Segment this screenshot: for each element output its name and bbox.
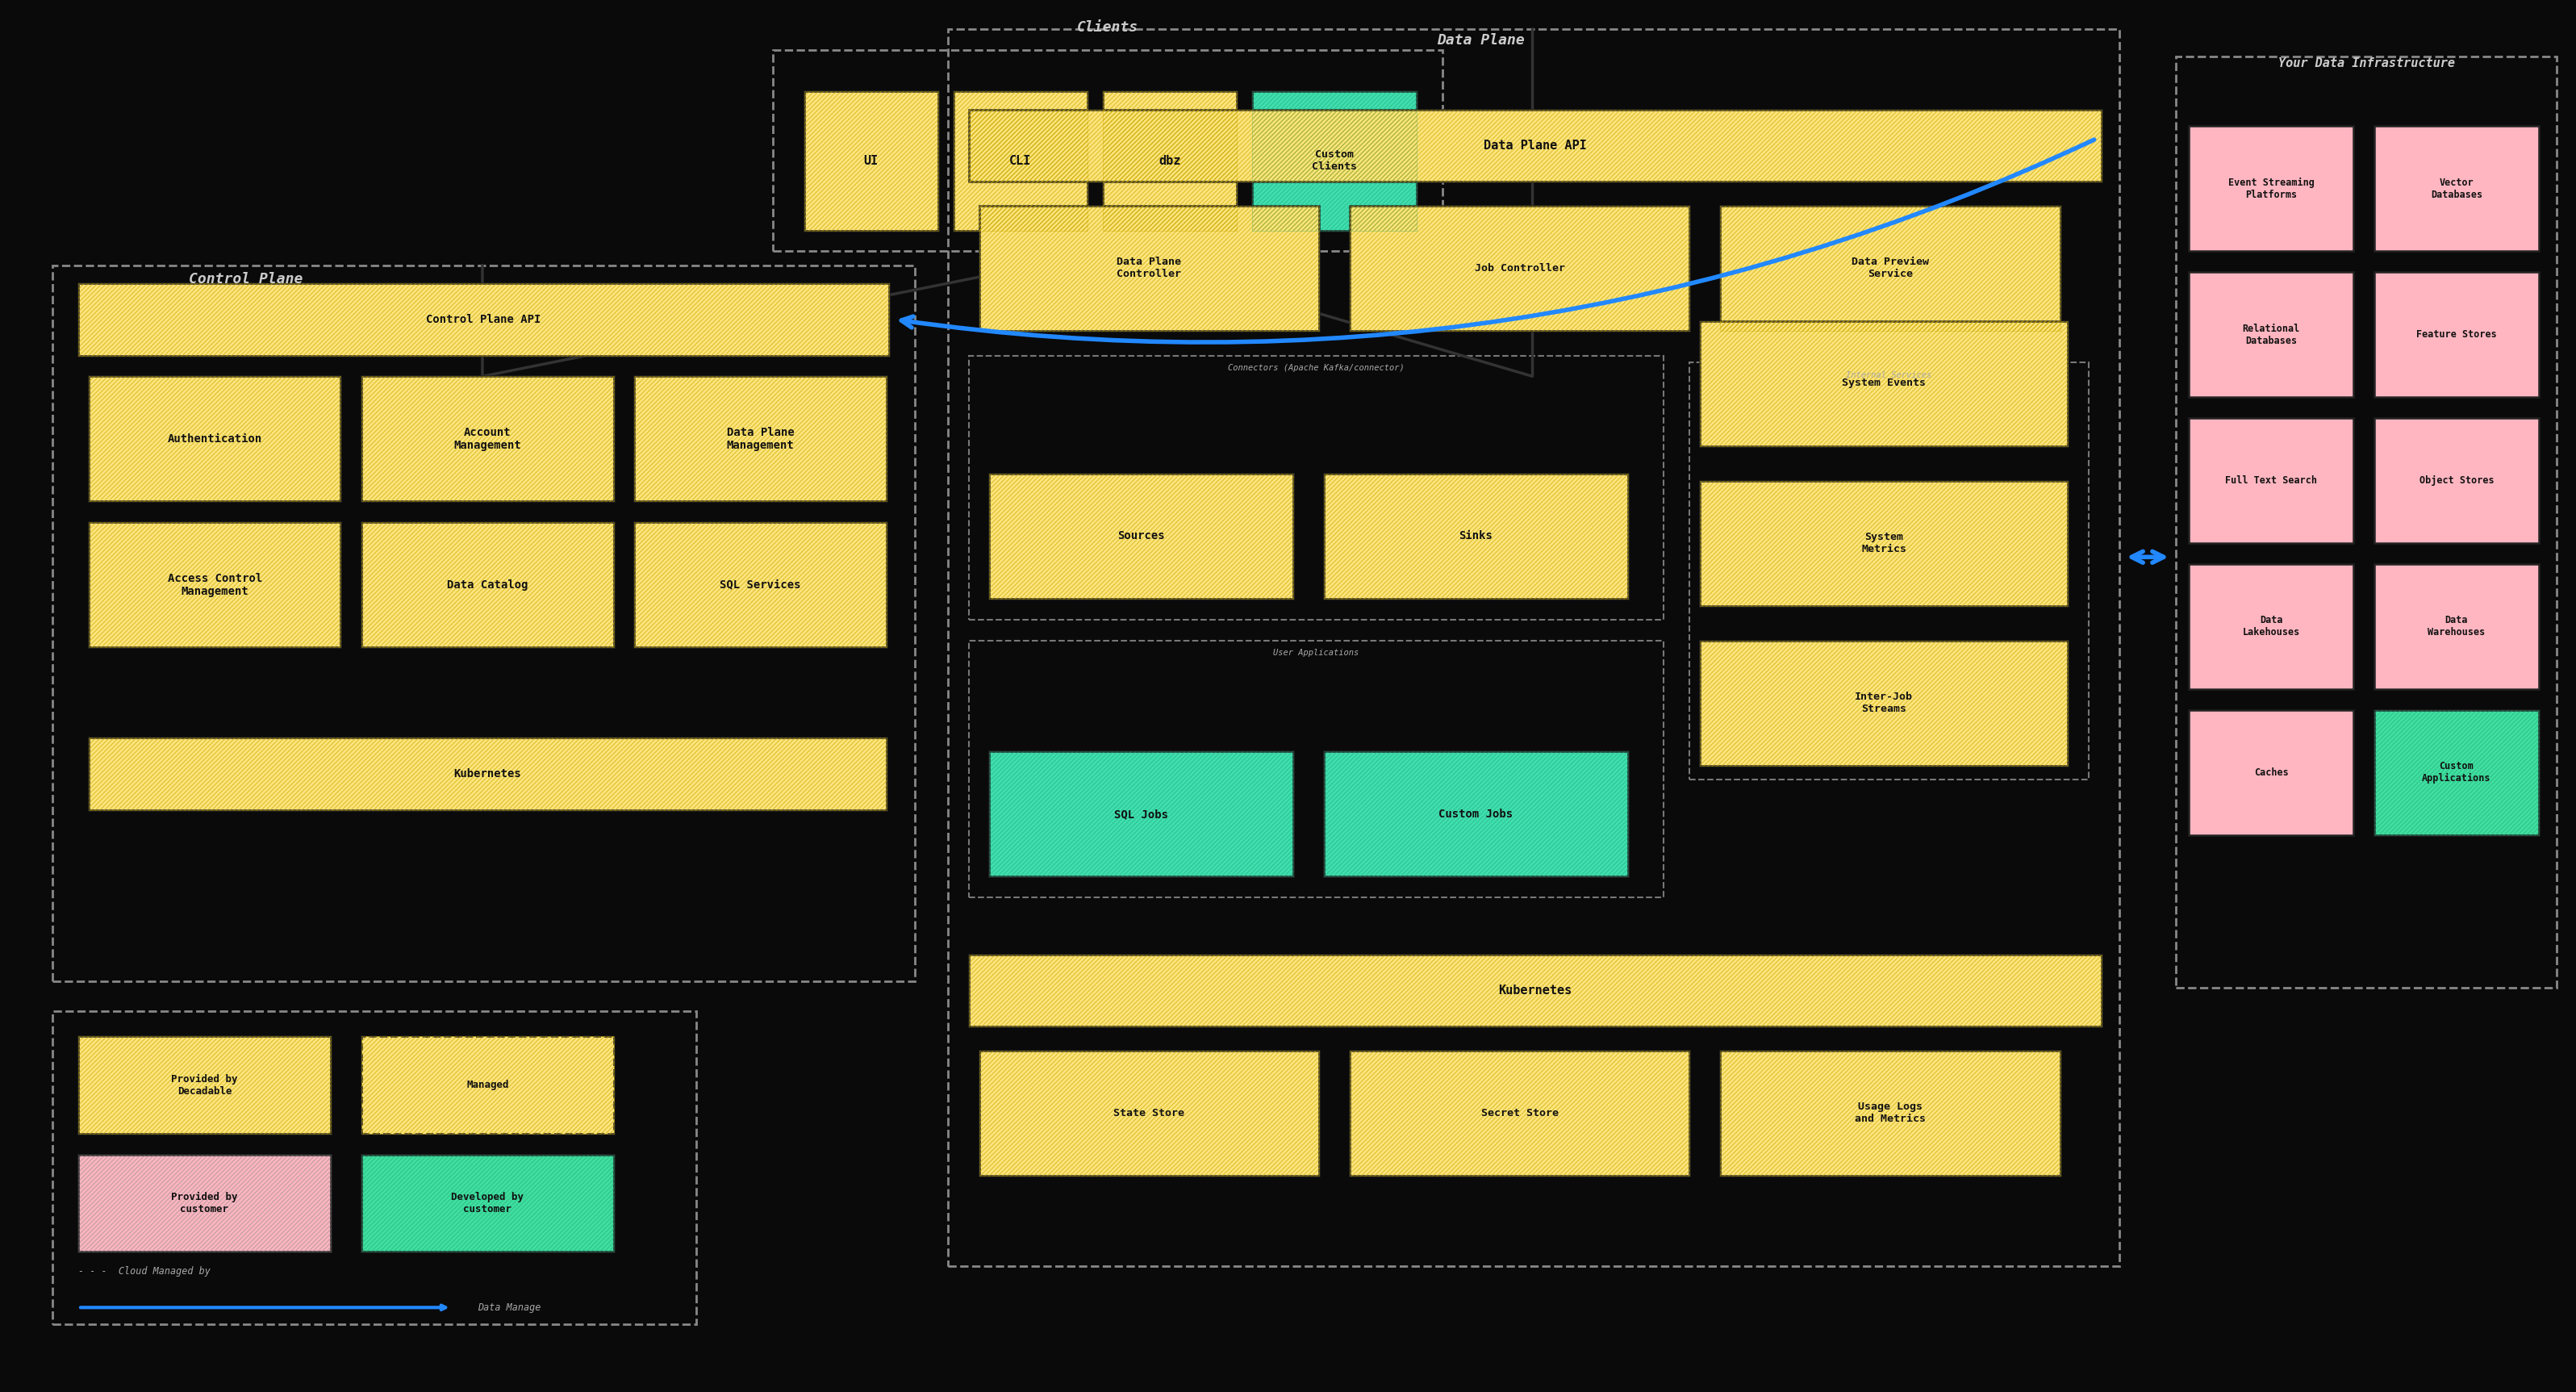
- Text: Developed by
customer: Developed by customer: [451, 1192, 523, 1215]
- FancyBboxPatch shape: [2190, 271, 2354, 397]
- Text: dbz: dbz: [1159, 155, 1180, 167]
- FancyBboxPatch shape: [1700, 640, 2069, 766]
- FancyBboxPatch shape: [1103, 92, 1236, 231]
- FancyBboxPatch shape: [1324, 473, 1628, 599]
- FancyBboxPatch shape: [2190, 127, 2354, 252]
- FancyBboxPatch shape: [989, 752, 1293, 877]
- FancyBboxPatch shape: [88, 738, 886, 810]
- Text: Custom
Clients: Custom Clients: [1311, 150, 1358, 173]
- FancyBboxPatch shape: [2375, 710, 2540, 835]
- FancyBboxPatch shape: [88, 376, 340, 501]
- Text: Kubernetes: Kubernetes: [1499, 984, 1571, 997]
- Text: Account
Management: Account Management: [453, 427, 520, 451]
- Text: Internal Services: Internal Services: [1847, 370, 1932, 379]
- Text: Feature Stores: Feature Stores: [2416, 330, 2496, 340]
- Text: User Applications: User Applications: [1273, 649, 1360, 657]
- FancyBboxPatch shape: [953, 92, 1087, 231]
- Text: Data Catalog: Data Catalog: [448, 579, 528, 590]
- Text: Data
Warehouses: Data Warehouses: [2427, 615, 2486, 638]
- Text: - - -  Cloud Managed by: - - - Cloud Managed by: [77, 1265, 211, 1276]
- Text: System
Metrics: System Metrics: [1862, 532, 1906, 554]
- Text: Your Data Infrastructure: Your Data Infrastructure: [2277, 57, 2455, 70]
- Text: Caches: Caches: [2254, 767, 2287, 778]
- Text: UI: UI: [863, 155, 878, 167]
- Text: Data Preview
Service: Data Preview Service: [1852, 256, 1929, 280]
- Text: CLI: CLI: [1010, 155, 1030, 167]
- FancyBboxPatch shape: [77, 283, 889, 355]
- FancyBboxPatch shape: [1721, 1051, 2061, 1175]
- Text: Data Plane
Management: Data Plane Management: [726, 427, 793, 451]
- Text: State Store: State Store: [1113, 1108, 1185, 1118]
- FancyBboxPatch shape: [2375, 564, 2540, 689]
- Text: Sinks: Sinks: [1458, 530, 1492, 541]
- Text: Vector
Databases: Vector Databases: [2432, 177, 2483, 200]
- FancyBboxPatch shape: [88, 522, 340, 647]
- FancyBboxPatch shape: [2375, 127, 2540, 252]
- FancyBboxPatch shape: [361, 1037, 613, 1133]
- Text: Secret Store: Secret Store: [1481, 1108, 1558, 1118]
- Text: Control Plane API: Control Plane API: [425, 313, 541, 324]
- FancyBboxPatch shape: [1350, 206, 1690, 330]
- Text: Inter-Job
Streams: Inter-Job Streams: [1855, 692, 1914, 714]
- FancyBboxPatch shape: [2190, 418, 2354, 543]
- FancyBboxPatch shape: [2190, 710, 2354, 835]
- Text: SQL Jobs: SQL Jobs: [1115, 809, 1170, 820]
- FancyBboxPatch shape: [361, 522, 613, 647]
- Text: Object Stores: Object Stores: [2419, 475, 2494, 486]
- FancyBboxPatch shape: [361, 376, 613, 501]
- FancyBboxPatch shape: [634, 376, 886, 501]
- FancyBboxPatch shape: [361, 1154, 613, 1251]
- FancyBboxPatch shape: [1350, 1051, 1690, 1175]
- FancyBboxPatch shape: [2375, 271, 2540, 397]
- Text: System Events: System Events: [1842, 379, 1927, 388]
- Text: Data
Lakehouses: Data Lakehouses: [2244, 615, 2300, 638]
- Text: Data Plane
Controller: Data Plane Controller: [1118, 256, 1182, 280]
- Text: Provided by
Decadable: Provided by Decadable: [170, 1073, 237, 1097]
- Text: Connectors (Apache Kafka/connector): Connectors (Apache Kafka/connector): [1229, 363, 1404, 372]
- Text: Data Plane: Data Plane: [1437, 33, 1525, 47]
- FancyBboxPatch shape: [1721, 206, 2061, 330]
- Text: Event Streaming
Platforms: Event Streaming Platforms: [2228, 177, 2313, 200]
- Text: Custom
Applications: Custom Applications: [2421, 761, 2491, 784]
- Text: Data Manage: Data Manage: [477, 1303, 541, 1313]
- Text: Control Plane: Control Plane: [188, 271, 301, 287]
- FancyBboxPatch shape: [1252, 92, 1417, 231]
- Text: Authentication: Authentication: [167, 433, 263, 444]
- FancyBboxPatch shape: [2190, 564, 2354, 689]
- FancyBboxPatch shape: [77, 1154, 330, 1251]
- FancyBboxPatch shape: [979, 206, 1319, 330]
- Text: Data Plane API: Data Plane API: [1484, 139, 1587, 152]
- Text: Full Text Search: Full Text Search: [2226, 475, 2318, 486]
- Text: Custom Jobs: Custom Jobs: [1440, 809, 1512, 820]
- FancyBboxPatch shape: [969, 110, 2102, 182]
- FancyBboxPatch shape: [989, 473, 1293, 599]
- FancyBboxPatch shape: [979, 1051, 1319, 1175]
- FancyBboxPatch shape: [2375, 418, 2540, 543]
- Text: Job Controller: Job Controller: [1473, 263, 1564, 273]
- Text: Managed: Managed: [466, 1080, 507, 1090]
- FancyBboxPatch shape: [1324, 752, 1628, 877]
- FancyBboxPatch shape: [1700, 320, 2069, 445]
- FancyBboxPatch shape: [969, 955, 2102, 1027]
- Text: Usage Logs
and Metrics: Usage Logs and Metrics: [1855, 1101, 1927, 1125]
- Text: Clients: Clients: [1077, 21, 1139, 35]
- Text: Provided by
customer: Provided by customer: [170, 1192, 237, 1215]
- Text: SQL Services: SQL Services: [719, 579, 801, 590]
- Text: Sources: Sources: [1118, 530, 1164, 541]
- Text: Kubernetes: Kubernetes: [453, 768, 520, 780]
- FancyBboxPatch shape: [77, 1037, 330, 1133]
- FancyBboxPatch shape: [1700, 480, 2069, 606]
- Text: Relational
Databases: Relational Databases: [2244, 323, 2300, 347]
- FancyBboxPatch shape: [634, 522, 886, 647]
- FancyBboxPatch shape: [804, 92, 938, 231]
- Text: Access Control
Management: Access Control Management: [167, 572, 263, 597]
